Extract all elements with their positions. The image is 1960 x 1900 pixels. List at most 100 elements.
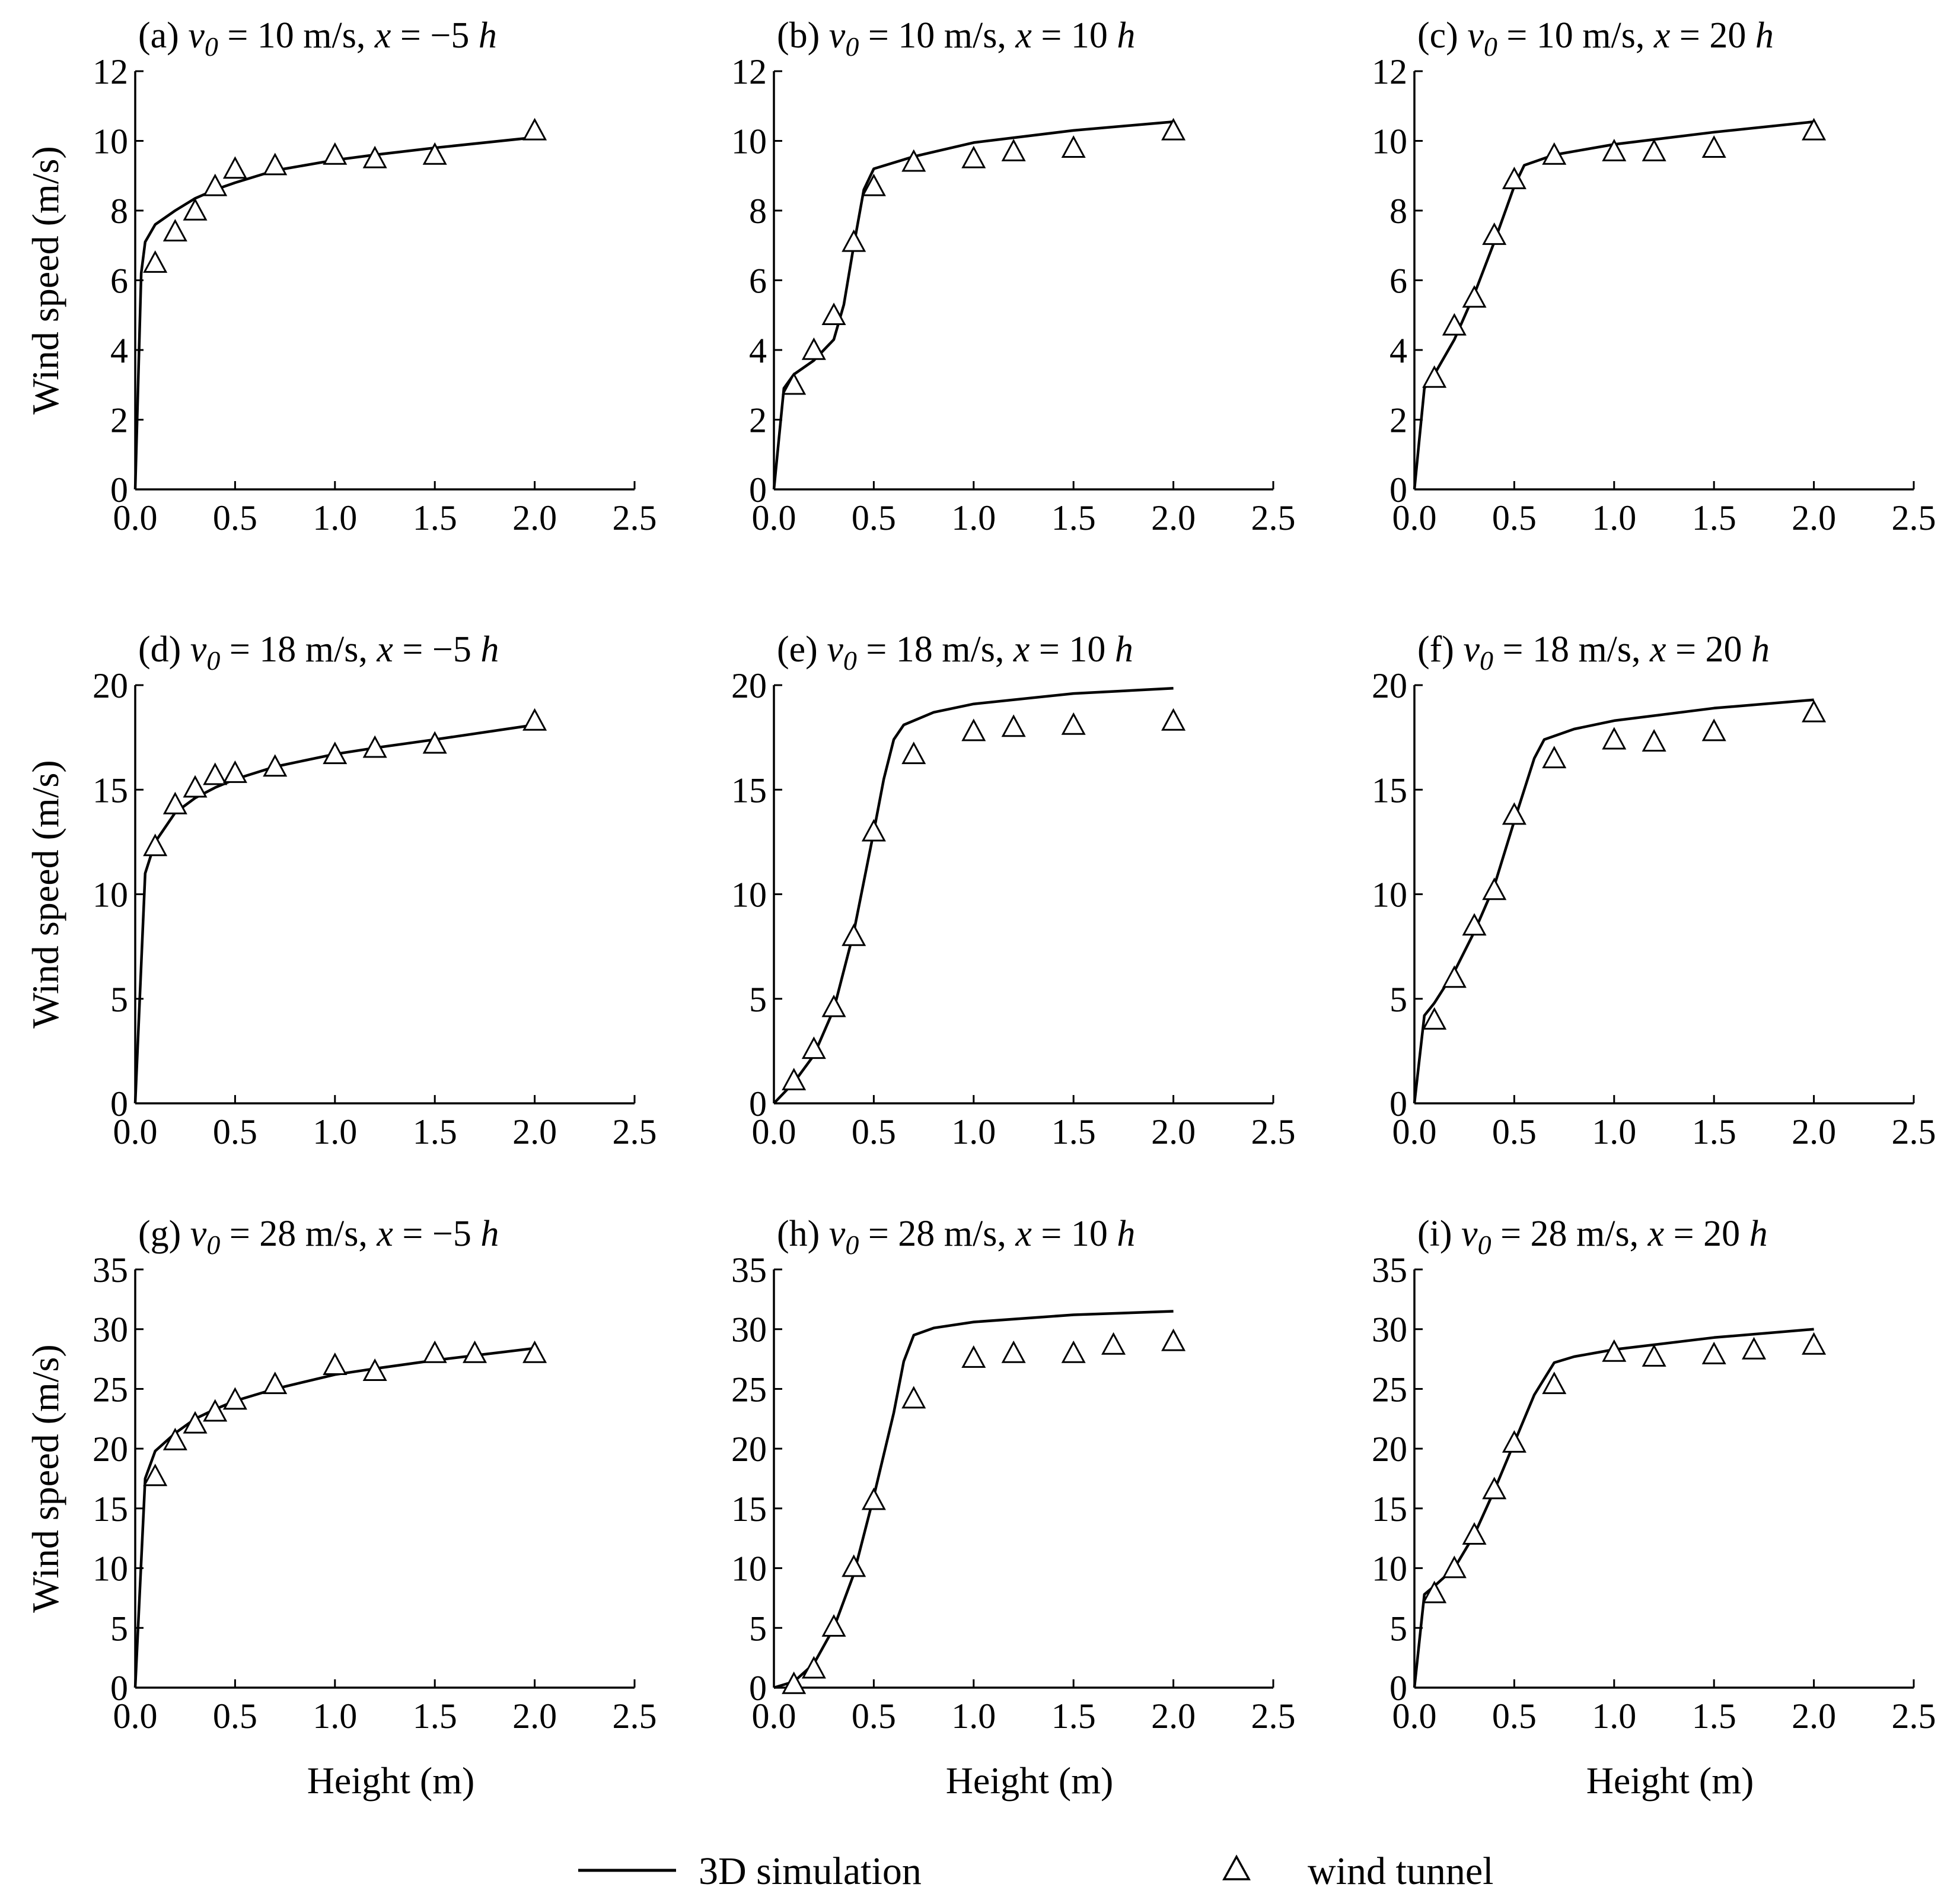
x-tick-label: 0.0 [113,1112,158,1151]
panel-title-x: x [1015,1214,1032,1254]
y-tick-label: 15 [731,1490,767,1529]
tunnel-point [1422,1580,1447,1603]
panel-title-sub: 0 [1484,31,1497,62]
y-tick-label: 20 [1372,666,1407,705]
tunnel-point [821,994,846,1017]
tunnel-point [162,1427,187,1450]
panel-title-v: v [829,1214,846,1254]
tunnel-point [1482,877,1507,900]
x-tick-label: 2.0 [1792,1697,1836,1736]
tunnel-point [842,1554,866,1577]
panel-title-x: x [1647,1214,1665,1254]
y-tick-label: 0 [1389,1084,1407,1124]
tunnel-point [323,142,348,165]
tunnel-point [362,1358,387,1382]
panel-title-v: v [1461,1214,1478,1254]
x-tick-label: 0.5 [213,1112,257,1151]
y-tick-label: 15 [93,771,128,810]
panel-title-v: v [829,15,846,56]
panel-title-rest: = 20 [1664,1214,1749,1254]
x-tick-label: 1.0 [1592,498,1636,537]
y-tick-label: 6 [110,262,128,301]
x-tick-label: 0.5 [852,1697,896,1736]
tunnel-point [1161,1328,1186,1351]
tunnel-point [323,1352,348,1375]
tunnel-point [362,145,387,168]
tunnel-point [861,1487,886,1510]
tunnel-point [961,145,986,168]
panel-title-v: v [190,629,207,670]
tunnel-point [1462,1522,1487,1545]
panel-title-sub: 0 [845,31,859,62]
panel-title-h: h [1117,1214,1135,1254]
tunnel-point [1422,1007,1447,1030]
x-tick-label: 0.0 [1392,498,1437,537]
y-tick-label: 25 [93,1370,128,1409]
panel-title-sub: 0 [1478,1230,1491,1260]
simulation-line [1413,1328,1814,1688]
x-tick-label: 1.5 [1051,1112,1096,1151]
y-tick-label: 0 [749,1669,767,1708]
tunnel-point [1802,699,1827,723]
tunnel-point [821,303,846,326]
y-tick-label: 25 [1372,1370,1407,1409]
tunnel-point [1462,913,1487,936]
panel-title-x: x [1649,629,1666,670]
panel-title-mid: = 10 m/s, [218,15,375,56]
panel-title-mid: = 18 m/s, [1493,629,1650,670]
y-tick-label: 10 [731,1549,767,1589]
panel-title-letter: (d) [138,629,190,670]
tunnel-point [1642,729,1666,752]
tunnel-point [1502,1430,1526,1453]
y-tick-label: 4 [749,331,767,370]
tunnel-point [222,156,247,179]
panel-title: (a) v0 = 10 m/s, x = −5 h [138,15,497,62]
panel-title: (h) v0 = 28 m/s, x = 10 h [777,1214,1135,1260]
x-tick-label: 0.0 [113,1697,158,1736]
x-tick-label: 1.5 [1692,498,1736,537]
y-tick-label: 30 [93,1310,128,1350]
y-axis-label: Wind speed (m/s) [24,146,66,414]
y-tick-label: 10 [93,876,128,915]
tunnel-point [422,731,447,754]
panel-title-x: x [1653,15,1671,56]
panel-title-letter: (e) [777,629,827,670]
x-tick-label: 0.0 [113,498,158,537]
panel-title-mid: = 18 m/s, [220,629,377,670]
tunnel-point [901,741,926,765]
y-tick-label: 0 [1389,1669,1407,1708]
tunnel-point [1802,1332,1827,1355]
tunnel-point [422,142,447,165]
tunnel-point [1742,1336,1767,1360]
x-tick-label: 2.5 [613,498,657,537]
y-tick-label: 0 [749,470,767,510]
x-tick-label: 1.5 [413,498,457,537]
tunnel-point [1542,746,1567,769]
tunnel-point [1442,1555,1467,1578]
x-tick-label: 2.0 [1792,1112,1836,1151]
panel-title-rest: = 10 [1032,15,1117,56]
tunnel-point [222,1387,247,1410]
x-tick-label: 2.0 [512,1697,557,1736]
x-tick-label: 2.5 [1251,1697,1296,1736]
y-tick-label: 35 [1372,1250,1407,1290]
x-tick-label: 2.5 [613,1697,657,1736]
panel-title-x: x [376,1214,393,1254]
tunnel-point [1802,117,1827,141]
x-tick-label: 1.5 [1692,1112,1736,1151]
x-tick-label: 1.0 [951,1112,996,1151]
x-tick-label: 2.5 [1892,498,1936,537]
tunnel-point [162,791,187,814]
y-tick-label: 8 [749,192,767,231]
x-tick-label: 2.5 [1251,1112,1296,1151]
panel-title-letter: (g) [138,1214,190,1254]
tunnel-point [1502,166,1526,189]
y-tick-label: 15 [1372,771,1407,810]
tunnel-point [861,173,886,196]
x-tick-label: 2.0 [512,498,557,537]
panel-title-v: v [827,629,843,670]
tunnel-point [1602,1339,1627,1362]
